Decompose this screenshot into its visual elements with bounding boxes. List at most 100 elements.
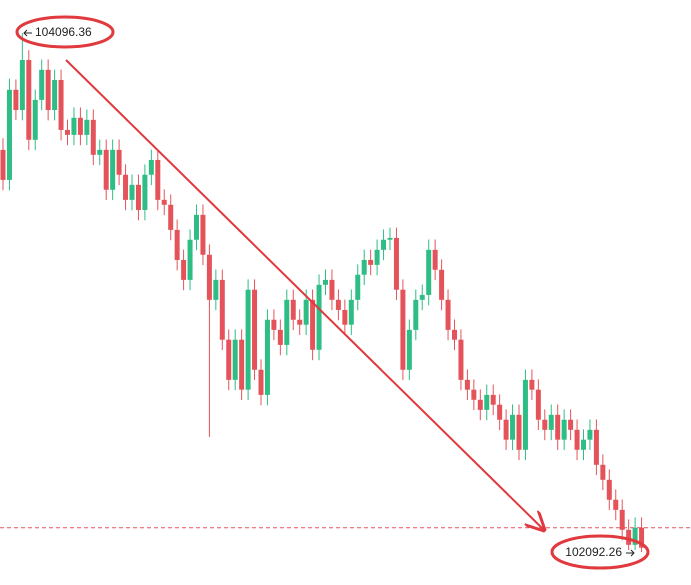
candle-body <box>13 89 19 111</box>
candle-body <box>252 289 258 370</box>
candle-body <box>606 479 612 500</box>
candle-body <box>406 329 412 370</box>
candle-body <box>361 259 367 275</box>
candle-body <box>581 439 586 450</box>
candle-body <box>503 419 509 440</box>
candle-body <box>77 117 83 135</box>
candle-body <box>71 117 77 135</box>
candle-body <box>84 119 90 135</box>
candle-body <box>323 279 328 285</box>
candle-body <box>142 174 148 210</box>
candle-body <box>90 119 96 155</box>
candle-body <box>226 339 232 380</box>
candle-body <box>161 199 167 205</box>
highlight-high <box>15 15 115 49</box>
candle-body <box>529 379 535 390</box>
candle-body <box>258 369 264 395</box>
candle-body <box>239 339 245 390</box>
candle-body <box>316 284 322 350</box>
candle-body <box>471 389 477 400</box>
candle-body <box>32 99 38 140</box>
candle-body <box>593 429 599 465</box>
candle-body <box>477 399 483 410</box>
candles <box>0 33 691 552</box>
candle-body <box>555 414 561 440</box>
high-label: 104096.36 <box>35 25 92 39</box>
candle-body <box>103 149 109 190</box>
candle-body <box>535 389 541 420</box>
candle-body <box>342 309 348 325</box>
candle-body <box>303 299 309 325</box>
candle-body <box>213 279 219 300</box>
candle-body <box>264 319 270 395</box>
candle-body <box>200 214 206 255</box>
candle-body <box>194 214 199 240</box>
candle-body <box>58 79 64 130</box>
candle-body <box>116 149 122 175</box>
candle-body <box>129 184 135 200</box>
candle-body <box>522 379 528 450</box>
candle-body <box>639 527 645 548</box>
candle-body <box>432 249 438 270</box>
candle-body <box>413 299 419 330</box>
candle-body <box>632 527 638 545</box>
candle-body <box>561 419 567 440</box>
candle-body <box>387 237 393 240</box>
candle-body <box>206 254 212 300</box>
candle-body <box>148 159 154 175</box>
candle-body <box>219 279 225 340</box>
candle-body <box>232 339 238 380</box>
candle-body <box>52 79 58 111</box>
candle-body <box>458 339 464 380</box>
candle-body <box>626 529 632 545</box>
candle-body <box>368 259 374 265</box>
candle-body <box>464 379 470 390</box>
candle-body <box>187 239 193 280</box>
candle-body <box>271 319 277 330</box>
candle-body <box>310 299 316 350</box>
candle-body <box>97 149 103 155</box>
candle-body <box>568 419 574 430</box>
candle-body <box>174 229 180 260</box>
candle-body <box>426 249 432 295</box>
high-pointer-head <box>23 29 28 37</box>
candle-body <box>490 394 496 405</box>
candle-body <box>600 464 606 480</box>
candle-body <box>484 394 490 410</box>
candle-body <box>19 60 25 111</box>
candle-body <box>110 149 116 190</box>
candle-body <box>587 429 593 440</box>
low-label: 102092.26 <box>565 545 622 559</box>
candle-body <box>516 414 522 450</box>
candle-body <box>290 299 296 320</box>
candle-body <box>6 89 12 180</box>
candle-body <box>123 174 129 200</box>
candle-body <box>510 414 516 440</box>
candle-body <box>335 299 341 310</box>
candle-body <box>355 274 361 300</box>
candle-body <box>277 329 283 345</box>
candle-body <box>619 509 625 530</box>
candle-body <box>45 69 51 111</box>
candle-body <box>0 149 6 180</box>
trend-arrow <box>65 59 544 530</box>
candle-body <box>155 159 161 200</box>
candle-body <box>548 414 554 430</box>
candle-body <box>381 239 387 250</box>
candle-body <box>135 184 141 210</box>
candle-body <box>39 69 45 100</box>
low-pointer-head <box>630 549 635 557</box>
candle-body <box>393 237 399 290</box>
candle-body <box>542 419 548 430</box>
candle-body <box>26 60 32 140</box>
highlight-low <box>550 534 650 570</box>
candle-body <box>574 429 580 450</box>
candle-body <box>65 129 70 135</box>
candle-body <box>613 499 619 510</box>
candle-body <box>181 259 187 280</box>
candle-body <box>329 279 335 300</box>
candle-body <box>284 299 290 345</box>
candle-body <box>439 269 445 300</box>
candle-body <box>445 299 451 330</box>
